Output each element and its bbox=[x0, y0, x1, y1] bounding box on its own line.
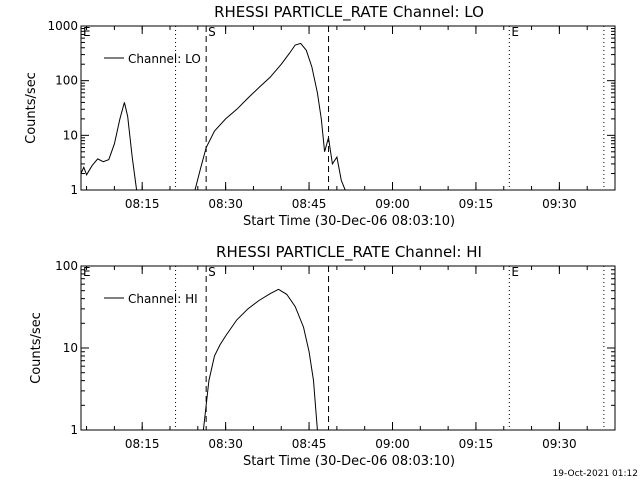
chart-title: RHESSI PARTICLE_RATE Channel: HI bbox=[216, 243, 482, 262]
event-marker-label: S bbox=[208, 265, 216, 279]
x-tick-label: 08:45 bbox=[292, 197, 327, 211]
y-tick-label: 1 bbox=[70, 183, 78, 197]
x-tick-label: 08:30 bbox=[208, 437, 243, 451]
timestamp: 19-Oct-2021 01:12 bbox=[553, 469, 638, 479]
x-tick-label: 08:45 bbox=[292, 437, 327, 451]
y-tick-label: 100 bbox=[55, 259, 78, 273]
y-tick-label: 100 bbox=[55, 74, 78, 88]
legend-label: Channel: LO bbox=[128, 52, 201, 66]
chart-lo: RHESSI PARTICLE_RATE Channel: LO 1 10 100 1… bbox=[24, 3, 616, 229]
series-line bbox=[80, 42, 346, 191]
y-tick-label: 1 bbox=[70, 423, 78, 437]
event-marker-label: E bbox=[511, 265, 519, 279]
x-axis-label: Start Time (30-Dec-06 08:03:10) bbox=[243, 454, 455, 469]
event-marker-label: E bbox=[511, 25, 519, 39]
chart-hi: RHESSI PARTICLE_RATE Channel: HI 110100 … bbox=[29, 243, 616, 469]
x-tick-label: 09:30 bbox=[542, 197, 577, 211]
y-tick-label: 10 bbox=[63, 341, 78, 355]
legend: Channel: LO bbox=[104, 52, 201, 66]
y-axis-label: Counts/sec bbox=[24, 72, 39, 144]
x-tick-label: 09:15 bbox=[459, 197, 494, 211]
x-axis-label: Start Time (30-Dec-06 08:03:10) bbox=[243, 214, 455, 229]
event-marker-label: S bbox=[208, 25, 216, 39]
event-marker-label: E bbox=[83, 25, 91, 39]
x-tick-label: 08:15 bbox=[125, 437, 160, 451]
x-tick-label: 09:15 bbox=[459, 437, 494, 451]
x-tick-label: 08:15 bbox=[125, 197, 160, 211]
y-axis-label: Counts/sec bbox=[29, 312, 44, 384]
x-tick-label: 09:00 bbox=[375, 197, 410, 211]
plot-frame bbox=[80, 25, 616, 191]
legend: Channel: HI bbox=[104, 292, 198, 306]
x-tick-label: 09:00 bbox=[375, 437, 410, 451]
plot-frame bbox=[80, 265, 616, 431]
x-tick-label: 08:30 bbox=[208, 197, 243, 211]
x-tick-label: 09:30 bbox=[542, 437, 577, 451]
y-tick-label: 1000 bbox=[47, 19, 78, 33]
chart-title: RHESSI PARTICLE_RATE Channel: LO bbox=[214, 3, 484, 22]
series-line bbox=[202, 288, 318, 431]
y-tick-label: 10 bbox=[63, 128, 78, 142]
event-marker-label: E bbox=[83, 265, 91, 279]
legend-label: Channel: HI bbox=[128, 292, 198, 306]
